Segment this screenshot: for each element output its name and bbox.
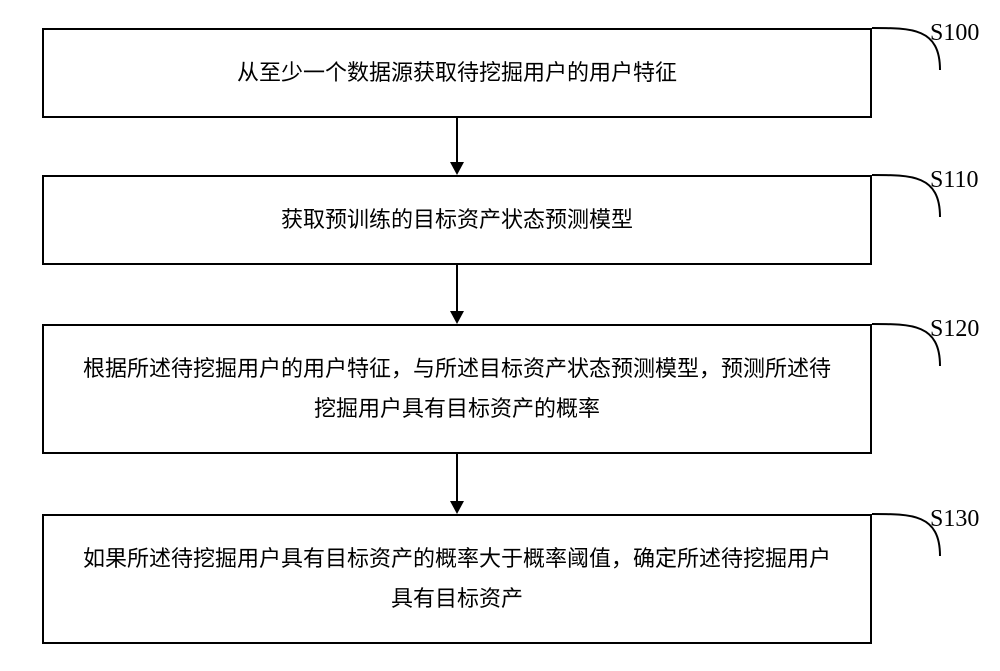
step-box-s130: 如果所述待挖掘用户具有目标资产的概率大于概率阈值，确定所述待挖掘用户具有目标资产 <box>42 514 872 644</box>
step-label-s110: S110 <box>930 167 978 194</box>
step-label-s130: S130 <box>930 506 979 533</box>
step-text-s120: 根据所述待挖掘用户的用户特征，与所述目标资产状态预测模型，预测所述待挖掘用户具有… <box>74 349 840 428</box>
arrow-3 <box>447 454 467 514</box>
step-box-s110: 获取预训练的目标资产状态预测模型 <box>42 175 872 265</box>
step-text-s100: 从至少一个数据源获取待挖掘用户的用户特征 <box>237 53 677 93</box>
step-box-s100: 从至少一个数据源获取待挖掘用户的用户特征 <box>42 28 872 118</box>
step-text-s130: 如果所述待挖掘用户具有目标资产的概率大于概率阈值，确定所述待挖掘用户具有目标资产 <box>74 539 840 618</box>
step-box-s120: 根据所述待挖掘用户的用户特征，与所述目标资产状态预测模型，预测所述待挖掘用户具有… <box>42 324 872 454</box>
flowchart-canvas: 从至少一个数据源获取待挖掘用户的用户特征 S100 获取预训练的目标资产状态预测… <box>0 0 1000 671</box>
step-text-s110: 获取预训练的目标资产状态预测模型 <box>281 200 633 240</box>
arrow-2 <box>447 265 467 324</box>
step-label-s120: S120 <box>930 316 979 343</box>
step-label-s100: S100 <box>930 20 979 47</box>
arrow-1 <box>447 118 467 175</box>
